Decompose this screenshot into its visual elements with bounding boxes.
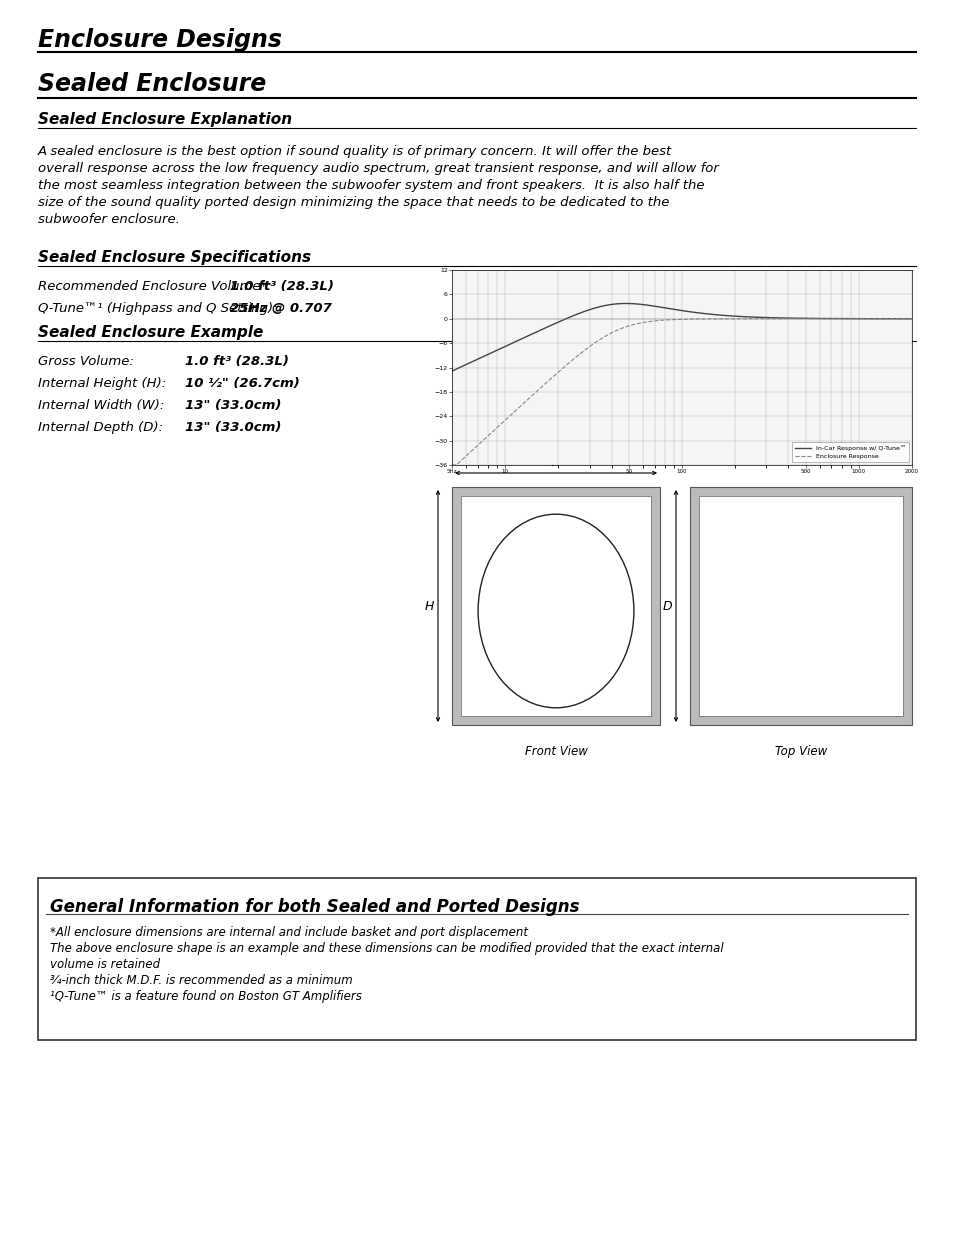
- Enclosure Response: [905, 311, 917, 326]
- Enclosure Response: [720, 311, 731, 326]
- Text: Enclosure Designs: Enclosure Designs: [38, 28, 282, 52]
- Bar: [699, 496, 902, 716]
- In-Car Response w/ Q-Tune™: [696, 306, 707, 321]
- Text: Internal Depth (D):: Internal Depth (D):: [38, 421, 163, 433]
- Text: size of the sound quality ported design minimizing the space that needs to be de: size of the sound quality ported design …: [38, 196, 669, 209]
- Text: ¹Q-Tune™ is a feature found on Boston GT Amplifiers: ¹Q-Tune™ is a feature found on Boston GT…: [50, 990, 361, 1003]
- Text: ¾-inch thick M.D.F. is recommended as a minimum: ¾-inch thick M.D.F. is recommended as a …: [50, 974, 353, 987]
- Bar: [689, 487, 911, 725]
- Bar: [452, 487, 659, 725]
- Text: H: H: [424, 599, 434, 613]
- Enclosure Response: [894, 311, 905, 326]
- Text: Internal Height (H):: Internal Height (H):: [38, 377, 166, 390]
- Bar: [460, 496, 650, 716]
- Text: 1.0 ft³ (28.3L): 1.0 ft³ (28.3L): [185, 354, 289, 368]
- Bar: [460, 496, 650, 716]
- Enclosure Response: [446, 458, 457, 473]
- Line: In-Car Response w/ Q-Tune™: In-Car Response w/ Q-Tune™: [452, 304, 911, 370]
- Text: overall response across the low frequency audio spectrum, great transient respon: overall response across the low frequenc…: [38, 162, 719, 175]
- Text: A sealed enclosure is the best option if sound quality is of primary concern. It: A sealed enclosure is the best option if…: [38, 144, 672, 158]
- In-Car Response w/ Q-Tune™: [619, 296, 631, 311]
- Text: Recommended Enclosure Volume*:: Recommended Enclosure Volume*:: [38, 280, 272, 293]
- Text: The above enclosure shape is an example and these dimensions can be modified pro: The above enclosure shape is an example …: [50, 942, 723, 955]
- Bar: [689, 487, 911, 725]
- Text: W: W: [549, 456, 561, 469]
- Text: volume is retained: volume is retained: [50, 958, 160, 971]
- Text: Front View: Front View: [524, 745, 587, 758]
- In-Car Response w/ Q-Tune™: [720, 309, 732, 324]
- Text: Gross Volume:: Gross Volume:: [38, 354, 133, 368]
- In-Car Response w/ Q-Tune™: [665, 301, 677, 316]
- In-Car Response w/ Q-Tune™: [823, 311, 835, 326]
- Bar: [38, 878, 915, 1040]
- Bar: [699, 496, 902, 716]
- Enclosure Response: [667, 312, 679, 327]
- Text: Sealed Enclosure: Sealed Enclosure: [38, 72, 266, 96]
- Legend: In-Car Response w/ Q-Tune™, Enclosure Response: In-Car Response w/ Q-Tune™, Enclosure Re…: [791, 442, 908, 462]
- Line: Enclosure Response: Enclosure Response: [452, 319, 911, 466]
- Text: Internal Width (W):: Internal Width (W):: [38, 399, 164, 412]
- Text: the most seamless integration between the subwoofer system and front speakers.  : the most seamless integration between th…: [38, 179, 703, 191]
- Text: subwoofer enclosure.: subwoofer enclosure.: [38, 212, 180, 226]
- Text: 13" (33.0cm): 13" (33.0cm): [185, 421, 281, 433]
- Enclosure Response: [695, 311, 706, 326]
- Text: Top View: Top View: [774, 745, 826, 758]
- Text: Q-Tune™¹ (Highpass and Q Setting):: Q-Tune™¹ (Highpass and Q Setting):: [38, 303, 277, 315]
- Text: Sealed Enclosure Example: Sealed Enclosure Example: [38, 325, 263, 340]
- Text: *All enclosure dimensions are internal and include basket and port displacement: *All enclosure dimensions are internal a…: [50, 926, 527, 939]
- Text: Sealed Enclosure Explanation: Sealed Enclosure Explanation: [38, 112, 292, 127]
- Text: 13" (33.0cm): 13" (33.0cm): [185, 399, 281, 412]
- In-Car Response w/ Q-Tune™: [668, 301, 679, 316]
- Text: General Information for both Sealed and Ported Designs: General Information for both Sealed and …: [50, 898, 578, 916]
- Enclosure Response: [664, 312, 676, 327]
- Text: Sealed Enclosure Specifications: Sealed Enclosure Specifications: [38, 249, 311, 266]
- In-Car Response w/ Q-Tune™: [905, 311, 917, 326]
- Text: 25Hz @ 0.707: 25Hz @ 0.707: [230, 303, 332, 315]
- Enclosure Response: [822, 311, 834, 326]
- In-Car Response w/ Q-Tune™: [895, 311, 906, 326]
- Bar: [452, 487, 659, 725]
- Text: 1.0 ft³ (28.3L): 1.0 ft³ (28.3L): [230, 280, 334, 293]
- In-Car Response w/ Q-Tune™: [446, 363, 457, 378]
- Text: 10 ½" (26.7cm): 10 ½" (26.7cm): [185, 377, 299, 390]
- Text: D: D: [661, 599, 671, 613]
